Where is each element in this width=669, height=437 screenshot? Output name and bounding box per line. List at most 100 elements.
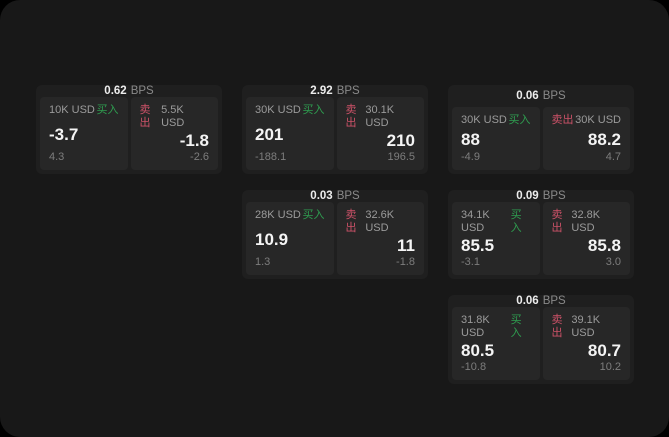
quote-cells: 10K USD 买入 -3.7 4.3 卖出 5.5K USD -1.8 -2.… [36,97,222,174]
buy-tag[interactable]: 买入 [302,209,325,221]
quote-card: 0.09 BPS 34.1K USD 买入 85.5 -3.1 卖出 32.8K… [448,190,634,279]
buy-amount: 30K USD [461,114,507,126]
sell-price: 80.7 [587,341,621,360]
quote-cells: 34.1K USD 买入 85.5 -3.1 卖出 32.8K USD 85.8… [448,202,634,279]
buy-cell[interactable]: 30K USD 买入 201 -188.1 [246,97,334,170]
sell-cell-top: 卖出 39.1K USD [552,314,622,340]
sell-cell-top: 卖出 32.6K USD [346,209,416,235]
card-header: 2.92 BPS [242,85,428,97]
bps-unit-label: BPS [542,190,566,202]
card-header: 0.03 BPS [242,190,428,202]
quote-cells: 28K USD 买入 10.9 1.3 卖出 32.6K USD 11 -1.8 [242,202,428,279]
buy-cell-top: 28K USD 买入 [255,209,325,222]
buy-cell-top: 34.1K USD 买入 [461,209,531,235]
quote-card: 0.06 BPS 31.8K USD 买入 80.5 -10.8 卖出 39.1… [448,295,634,384]
sell-sub-value: -2.6 [190,151,209,163]
buy-sub-value: 4.3 [49,151,65,163]
buy-tag[interactable]: 买入 [302,104,325,116]
buy-price: 201 [255,124,284,144]
sell-price: 85.8 [587,236,621,255]
quote-card: 0.06 BPS 30K USD 买入 88 -4.9 卖出 30K USD 8… [448,85,634,174]
bps-value: 2.92 [310,85,333,97]
sell-tag[interactable]: 卖出 [551,209,563,234]
buy-amount: 30K USD [255,104,301,116]
sell-amount: 30K USD [575,114,621,126]
card-header: 0.62 BPS [36,85,222,97]
quote-card: 0.62 BPS 10K USD 买入 -3.7 4.3 卖出 5.5K USD… [36,85,222,174]
sell-price: 88.2 [587,129,621,149]
bps-value: 0.09 [516,190,539,202]
bps-value: 0.62 [104,85,127,97]
card-header: 0.06 BPS [448,295,634,307]
buy-cell-top: 30K USD 买入 [461,114,531,127]
buy-cell-top: 31.8K USD 买入 [461,314,531,340]
sell-sub-value: 3.0 [605,256,621,268]
buy-cell[interactable]: 28K USD 买入 10.9 1.3 [246,202,334,275]
sell-amount: 32.6K USD [365,209,395,234]
buy-tag[interactable]: 买入 [96,104,119,116]
bps-value: 0.03 [310,190,333,202]
sell-sub-value: 4.7 [605,151,621,163]
buy-cell[interactable]: 34.1K USD 买入 85.5 -3.1 [452,202,540,275]
sell-cell[interactable]: 卖出 32.8K USD 85.8 3.0 [542,202,630,275]
sell-sub-value: 196.5 [387,151,415,163]
buy-price: 88 [461,129,480,149]
bps-value: 0.06 [516,295,539,307]
buy-price: -3.7 [49,124,79,144]
sell-cell[interactable]: 卖出 5.5K USD -1.8 -2.6 [130,97,218,170]
sell-tag[interactable]: 卖出 [551,314,563,339]
sell-tag[interactable]: 卖出 [345,209,357,234]
buy-price: 10.9 [255,229,289,249]
buy-cell[interactable]: 30K USD 买入 88 -4.9 [452,107,540,170]
sell-cell-top: 卖出 5.5K USD [140,104,210,130]
card-header: 0.06 BPS [448,85,634,107]
buy-amount: 34.1K USD [461,209,490,234]
quote-cells: 30K USD 买入 88 -4.9 卖出 30K USD 88.2 4.7 [448,107,634,174]
sell-cell[interactable]: 卖出 30.1K USD 210 196.5 [336,97,424,170]
buy-tag[interactable]: 买入 [510,314,522,339]
buy-amount: 31.8K USD [461,314,490,339]
card-header: 0.09 BPS [448,190,634,202]
sell-amount: 39.1K USD [571,314,601,339]
buy-amount: 28K USD [255,209,301,221]
sell-price: -1.8 [179,131,209,150]
sell-cell-top: 卖出 32.8K USD [552,209,622,235]
buy-sub-value: -10.8 [461,361,487,373]
quote-card: 0.03 BPS 28K USD 买入 10.9 1.3 卖出 32.6K US… [242,190,428,279]
sell-cell-top: 卖出 30K USD [552,114,622,127]
quote-cells: 31.8K USD 买入 80.5 -10.8 卖出 39.1K USD 80.… [448,307,634,384]
buy-sub-value: -4.9 [461,151,480,163]
quote-cells: 30K USD 买入 201 -188.1 卖出 30.1K USD 210 1… [242,97,428,174]
buy-cell[interactable]: 31.8K USD 买入 80.5 -10.8 [452,307,540,380]
bps-unit-label: BPS [336,85,360,97]
sell-cell[interactable]: 卖出 32.6K USD 11 -1.8 [336,202,424,275]
bps-unit-label: BPS [542,295,566,307]
buy-price: 85.5 [461,236,495,255]
sell-sub-value: 10.2 [599,361,621,373]
buy-cell-top: 10K USD 买入 [49,104,119,117]
sell-tag[interactable]: 卖出 [345,104,357,129]
buy-sub-value: 1.3 [255,256,271,268]
buy-tag[interactable]: 买入 [508,114,531,126]
sell-price: 11 [397,236,415,255]
bps-unit-label: BPS [130,85,154,97]
sell-price: 210 [386,131,415,150]
sell-sub-value: -1.8 [396,256,415,268]
sell-amount: 5.5K USD [161,104,185,129]
buy-cell[interactable]: 10K USD 买入 -3.7 4.3 [40,97,128,170]
sell-cell[interactable]: 卖出 39.1K USD 80.7 10.2 [542,307,630,380]
sell-tag[interactable]: 卖出 [139,104,151,129]
buy-sub-value: -3.1 [461,256,480,268]
quote-card: 2.92 BPS 30K USD 买入 201 -188.1 卖出 30.1K … [242,85,428,174]
sell-tag[interactable]: 卖出 [551,114,574,126]
bps-unit-label: BPS [542,90,566,102]
quote-grid: 0.62 BPS 10K USD 买入 -3.7 4.3 卖出 5.5K USD… [36,85,634,384]
sell-cell[interactable]: 卖出 30K USD 88.2 4.7 [542,107,630,170]
buy-cell-top: 30K USD 买入 [255,104,325,117]
buy-tag[interactable]: 买入 [510,209,522,234]
sell-amount: 32.8K USD [571,209,601,234]
buy-price: 80.5 [461,341,495,360]
sell-cell-top: 卖出 30.1K USD [346,104,416,130]
buy-sub-value: -188.1 [255,151,287,163]
